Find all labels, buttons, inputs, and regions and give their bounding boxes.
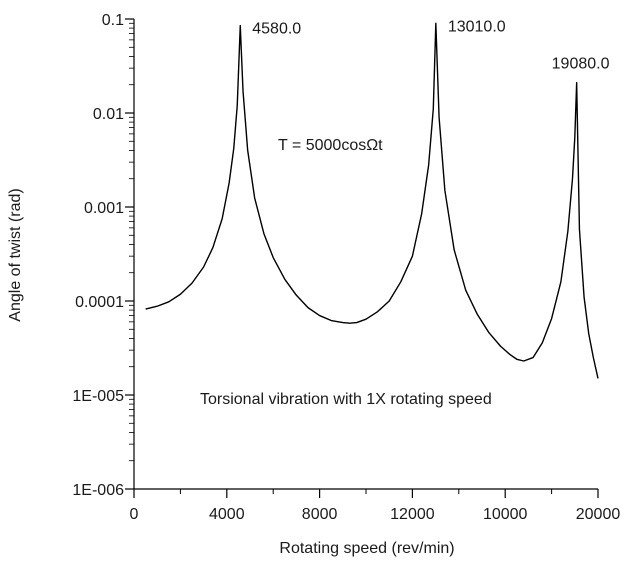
x-tick-label: 0 (130, 506, 139, 523)
description-annotation: Torsional vibration with 1X rotating spe… (200, 391, 492, 408)
y-axis-label: Angle of twist (rad) (7, 188, 24, 321)
x-tick-label: 10000 (483, 506, 528, 523)
series-line (145, 22, 599, 379)
ticks: 0 4000 8000 12000 10000 20000 0.1 0.01 0.001 0.00… (72, 12, 620, 523)
y-tick-label: 0.01 (93, 106, 124, 123)
y-tick-label: 0.1 (102, 12, 124, 29)
y-tick-label: 1E-005 (72, 388, 124, 405)
y-tick-label: 1E-006 (72, 482, 124, 499)
labels-layer: 4580.0 13010.0 19080.0 (252, 18, 609, 72)
x-axis-label: Rotating speed (rev/min) (279, 540, 454, 557)
peak-label: 19080.0 (552, 56, 610, 73)
y-tick-label: 0.001 (84, 200, 124, 217)
axes (133, 19, 598, 490)
peak-label: 4580.0 (252, 21, 301, 38)
x-tick-label: 8000 (302, 506, 338, 523)
x-tick-label: 20000 (576, 506, 621, 523)
peak-label: 13010.0 (448, 18, 506, 35)
series-layer (145, 22, 599, 379)
x-tick-label: 12000 (390, 506, 435, 523)
forcing-annotation: T = 5000cosΩt (278, 137, 383, 154)
y-tick-label: 0.0001 (75, 294, 124, 311)
x-tick-label: 4000 (209, 506, 245, 523)
